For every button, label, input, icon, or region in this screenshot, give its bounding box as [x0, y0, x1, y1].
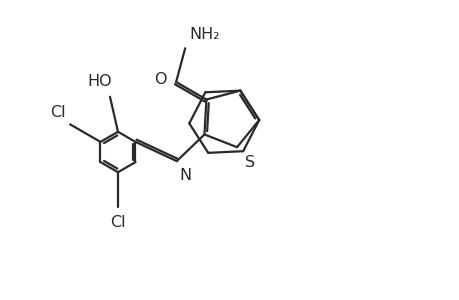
Text: S: S — [245, 155, 255, 170]
Text: N: N — [179, 168, 191, 183]
Text: NH₂: NH₂ — [189, 27, 219, 42]
Text: Cl: Cl — [110, 215, 126, 230]
Text: HO: HO — [88, 74, 112, 89]
Text: Cl: Cl — [50, 105, 66, 120]
Text: O: O — [154, 71, 167, 86]
